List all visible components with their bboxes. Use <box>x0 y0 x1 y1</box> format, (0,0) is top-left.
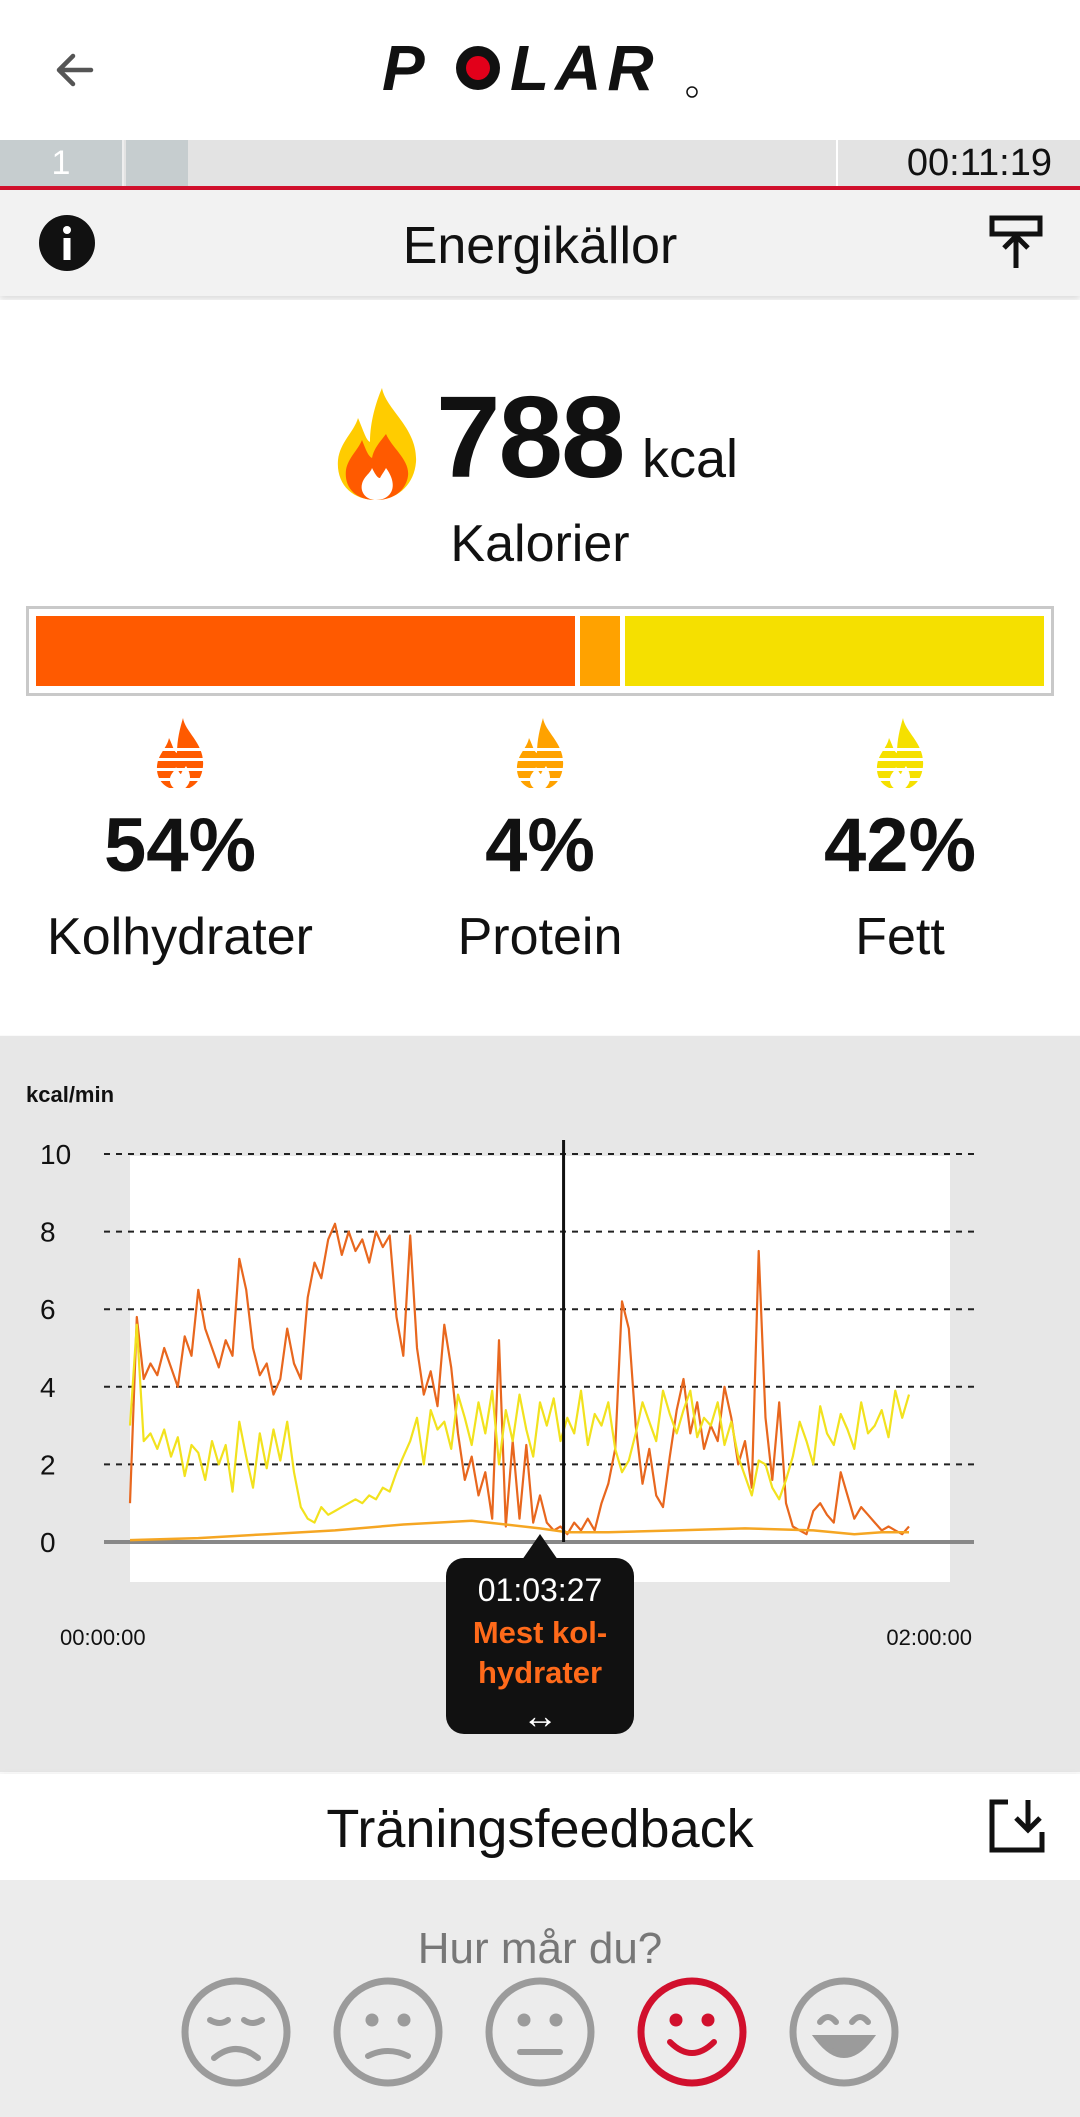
protein-label: Protein <box>457 908 623 966</box>
calories-unit: kcal <box>642 429 739 489</box>
chart-canvas[interactable]: kcal/min 0 2 4 6 8 10 00:00:00 02:00:00 <box>0 1036 1080 1772</box>
very-sad-face-icon[interactable] <box>180 1976 292 2088</box>
fat-flame-icon <box>875 718 925 790</box>
lap-segment[interactable]: 1 <box>0 140 124 186</box>
fat-ratio-segment <box>624 616 1044 686</box>
mood-panel: Hur mår du? <box>0 1880 1080 2117</box>
energy-ratio-bar <box>26 606 1054 696</box>
fat-label: Fett <box>855 908 945 966</box>
series-line-2 <box>129 1519 909 1542</box>
y-tick-label: 2 <box>40 1449 56 1480</box>
calories-label: Kalorier <box>450 515 630 573</box>
flame-icon <box>337 388 417 500</box>
svg-text:LAR: LAR <box>510 36 660 100</box>
series-line-1 <box>128 1323 911 1524</box>
y-tick-label: 6 <box>40 1294 56 1325</box>
fat-stat: 42% Fett <box>720 718 1080 967</box>
energy-chart[interactable]: kcal/min 0 2 4 6 8 10 00:00:00 02:00:00 01:03… <box>0 1036 1080 1772</box>
protein-percent: 4% <box>485 803 595 888</box>
plot-area <box>130 1156 950 1582</box>
carbs-ratio-segment <box>36 616 575 686</box>
y-tick-label: 0 <box>40 1527 56 1558</box>
elapsed-time: 00:11:19 <box>906 142 1052 184</box>
app-header: P LAR <box>0 0 1080 140</box>
feedback-title: Träningsfeedback <box>326 1799 754 1859</box>
carbs-label: Kolhydrater <box>47 908 313 966</box>
progress-red-line <box>0 186 1080 190</box>
carbs-stat: 54% Kolhydrater <box>0 718 360 967</box>
info-icon[interactable] <box>38 214 96 272</box>
download-icon[interactable] <box>986 1794 1048 1856</box>
very-happy-face-icon[interactable] <box>788 1976 900 2088</box>
x-tick-end: 02:00:00 <box>886 1625 972 1650</box>
training-feedback-header: Träningsfeedback <box>0 1774 1080 1880</box>
protein-ratio-segment <box>579 616 620 686</box>
cursor-time: 01:03:27 <box>477 1572 603 1608</box>
carbs-flame-icon <box>155 718 205 790</box>
sad-face-icon[interactable] <box>332 1976 444 2088</box>
strip-divider <box>836 140 838 186</box>
back-button[interactable] <box>40 35 110 105</box>
y-tick-label: 4 <box>40 1372 56 1403</box>
protein-stat: 4% Protein <box>360 718 720 967</box>
arrow-left-icon <box>56 53 94 87</box>
energy-sources-header: Energikällor <box>0 190 1080 296</box>
chart-cursor-tooltip[interactable]: 01:03:27 Mest kol- hydrater ↔ <box>446 1558 634 1736</box>
progress-segment <box>126 140 188 186</box>
cursor-state-line1: Mest kol- <box>472 1615 608 1650</box>
fat-percent: 42% <box>823 803 977 888</box>
calories-panel: 788 kcal Kalorier 54% Kolhydrater 4% Pro… <box>0 300 1080 1035</box>
mood-question: Hur mår du? <box>417 1924 663 1973</box>
mood-selector <box>180 1976 900 2088</box>
upload-icon[interactable] <box>986 212 1046 272</box>
progress-strip[interactable]: 1 00:11:19 <box>0 140 1080 190</box>
neutral-face-icon[interactable] <box>484 1976 596 2088</box>
lap-label: 1 <box>51 143 71 182</box>
happy-face-icon[interactable] <box>636 1976 748 2088</box>
protein-flame-icon <box>515 718 565 790</box>
svg-text:P: P <box>382 36 431 100</box>
x-tick-start: 00:00:00 <box>60 1625 146 1650</box>
y-tick-label: 10 <box>40 1139 71 1170</box>
carbs-percent: 54% <box>103 803 257 888</box>
section-title: Energikällor <box>402 217 678 275</box>
series-line-0 <box>128 1222 910 1536</box>
cursor-state-line2: hydrater <box>477 1655 603 1690</box>
polar-logo: P LAR <box>382 36 698 100</box>
y-tick-label: 8 <box>40 1217 56 1248</box>
y-axis-label: kcal/min <box>26 1082 114 1107</box>
tooltip-pointer <box>522 1534 558 1560</box>
calories-value: 788 <box>436 372 626 502</box>
left-right-arrow-icon[interactable]: ↔ <box>522 1695 558 1736</box>
